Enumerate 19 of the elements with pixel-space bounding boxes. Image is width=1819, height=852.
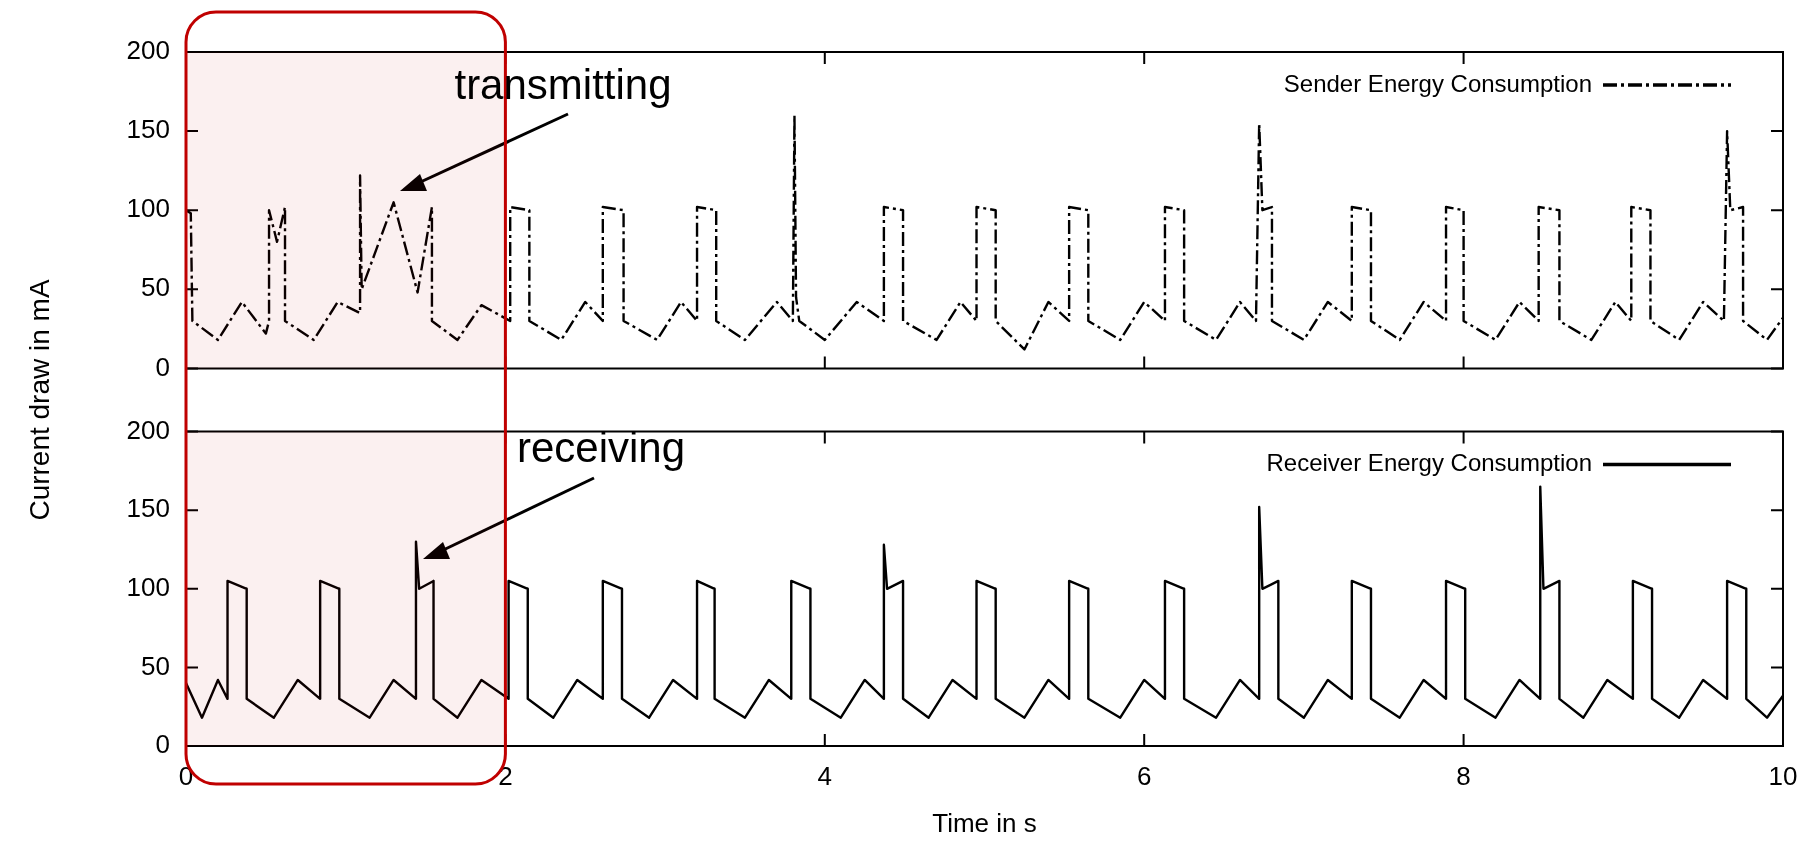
- y-tick-label: 50: [141, 272, 170, 303]
- annotation: receiving: [516, 423, 686, 471]
- x-tick-label: 6: [1136, 760, 1152, 791]
- y-tick-label: 0: [155, 729, 170, 760]
- y-tick-label: 150: [126, 114, 170, 145]
- x-tick-label: 8: [1456, 760, 1471, 791]
- y-tick-label: 200: [126, 414, 170, 445]
- x-tick-label: 10: [1768, 760, 1798, 791]
- y-tick-label: 200: [126, 35, 170, 66]
- y-tick-label: 50: [141, 650, 170, 681]
- y-tick-label: 100: [126, 571, 170, 602]
- legend-label: Receiver Energy Consumption: [1266, 449, 1592, 477]
- y-tick-label: 100: [126, 193, 170, 224]
- x-tick-label: 4: [817, 760, 833, 791]
- y-axis-title: Current draw in mA: [24, 279, 56, 521]
- y-tick-label: 150: [126, 493, 170, 524]
- y-tick-label: 0: [155, 351, 170, 382]
- legend-label: Sender Energy Consumption: [1283, 69, 1592, 97]
- x-axis-title: Time in s: [932, 807, 1037, 838]
